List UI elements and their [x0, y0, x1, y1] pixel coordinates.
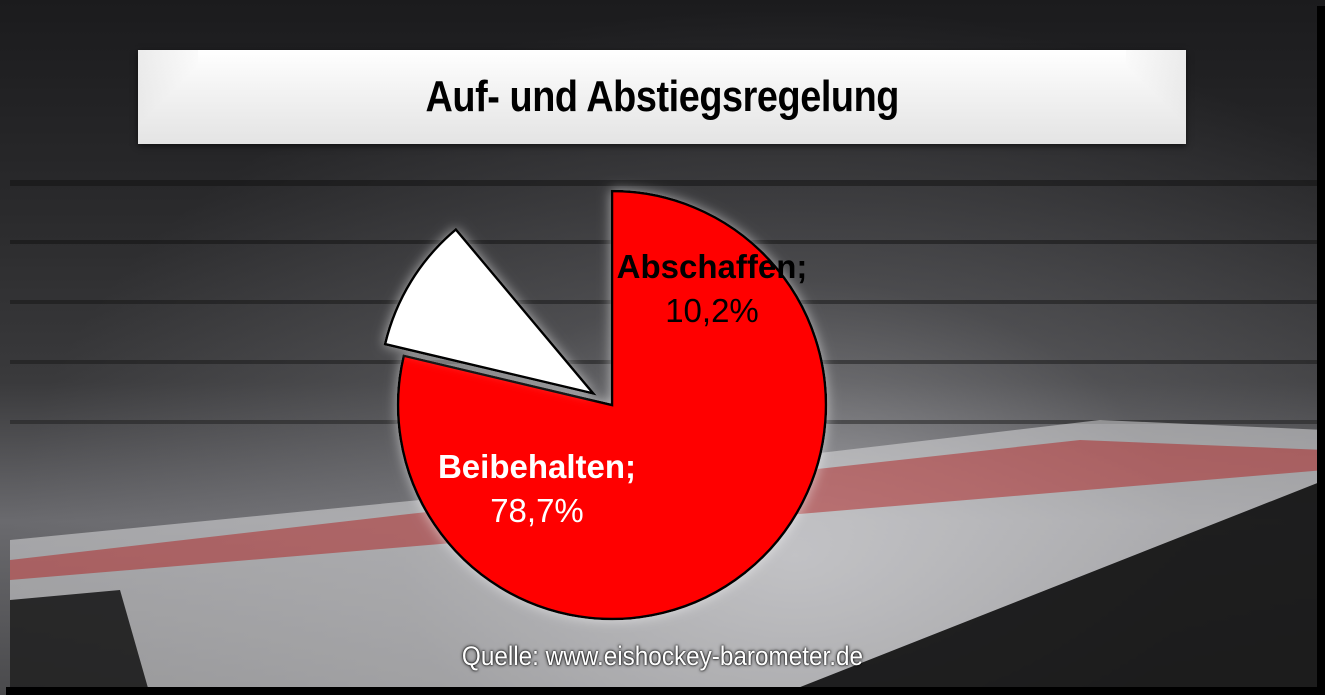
title-banner: Auf- und Abstiegsregelung	[138, 50, 1186, 144]
pie-slice-abschaffen	[383, 227, 597, 396]
pie-slice-beibehalten	[396, 189, 828, 621]
slice-label-abschaffen: Abschaffen; 10,2%	[617, 248, 808, 329]
slice-label-beibehalten: Beibehalten; 78,7%	[438, 448, 636, 529]
source-note: Quelle: www.eishockey-barometer.de	[461, 641, 864, 671]
chart-title: Auf- und Abstiegsregelung	[425, 72, 899, 121]
